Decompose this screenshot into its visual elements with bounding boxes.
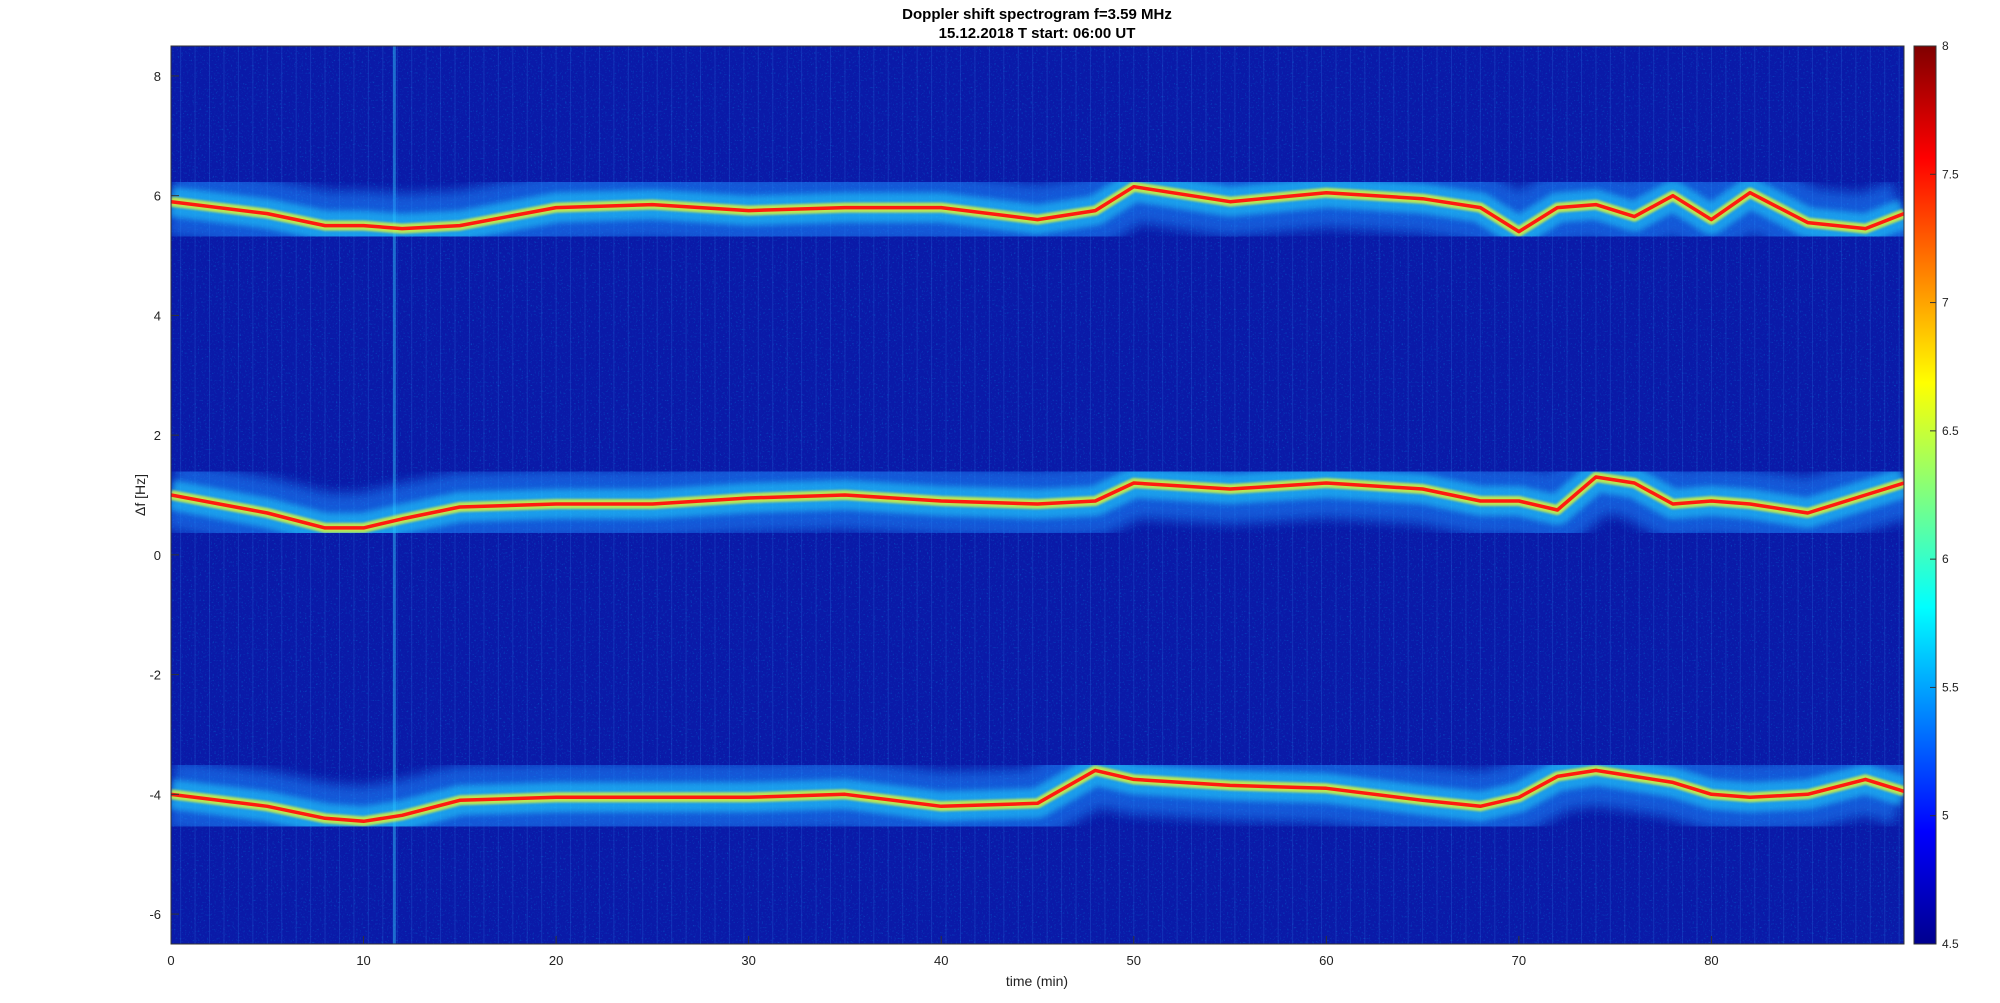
x-tick-label: 50 [1127, 953, 1141, 968]
colorbar-tick-label: 5.5 [1942, 680, 1959, 694]
colorbar-tick-label: 4.5 [1942, 937, 1959, 951]
x-axis-ticks: 0 10 20 30 40 50 60 70 80 [167, 936, 1719, 968]
y-tick-label: 8 [154, 69, 161, 84]
doppler-trace-line [171, 475, 1904, 530]
colorbar-tick-label: 5 [1942, 809, 1949, 823]
x-tick-label: 80 [1704, 953, 1718, 968]
x-tick-label: 0 [167, 953, 174, 968]
y-tick-label: 2 [154, 428, 161, 443]
colorbar-tick-label: 6 [1942, 552, 1949, 566]
x-tick-label: 40 [934, 953, 948, 968]
x-tick-label: 10 [356, 953, 370, 968]
doppler-traces [171, 181, 1904, 827]
plot-frame [170, 45, 1905, 945]
x-tick-label: 20 [549, 953, 563, 968]
x-tick-label: 70 [1512, 953, 1526, 968]
x-axis-label: time (min) [1006, 973, 1068, 989]
colorbar-tick-label: 7 [1942, 296, 1949, 310]
doppler-trace-line [171, 768, 1904, 824]
colorbar-tick-label: 8 [1942, 39, 1949, 53]
colorbar-ticks: 4.5 5 5.5 6 6.5 7 7.5 8 [1930, 39, 1959, 951]
colorbar-tick-label: 7.5 [1942, 167, 1959, 181]
doppler-trace-line [171, 184, 1904, 234]
x-tick-label: 60 [1319, 953, 1333, 968]
x-tick-label: 30 [741, 953, 755, 968]
y-tick-label: 6 [154, 189, 161, 204]
y-tick-label: -2 [149, 668, 161, 683]
chart-subtitle: 15.12.2018 T start: 06:00 UT [939, 25, 1136, 42]
y-tick-label: -6 [149, 907, 161, 922]
y-tick-label: 4 [154, 308, 161, 323]
colorbar [1913, 45, 1937, 945]
colorbar-tick-label: 6.5 [1942, 424, 1959, 438]
spectrogram-plot-area [171, 46, 1904, 944]
y-tick-label: -4 [149, 787, 161, 802]
y-axis-ticks: -6 -4 -2 0 2 4 6 8 [149, 69, 179, 922]
y-tick-label: 0 [154, 548, 161, 563]
chart-title: Doppler shift spectrogram f=3.59 MHz [902, 6, 1172, 23]
y-axis-label: Δf [Hz] [132, 474, 148, 516]
